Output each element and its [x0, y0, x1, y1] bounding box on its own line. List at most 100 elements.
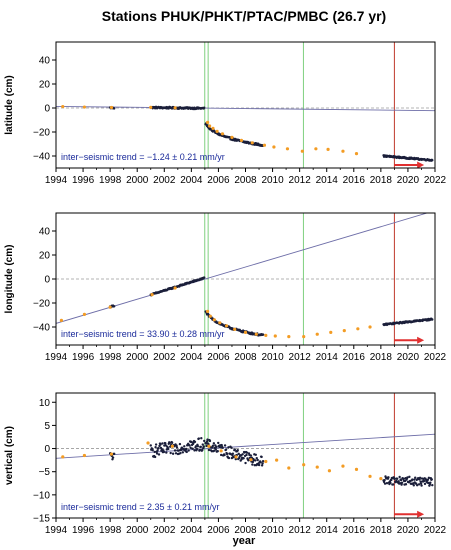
longitude-campaign-point	[173, 286, 177, 290]
vertical-campaign-point	[109, 452, 114, 456]
longitude-x-tick-label: 2010	[261, 352, 284, 363]
latitude-campaign-point	[211, 126, 215, 130]
vertical-y-axis-label: vertical (cm)	[4, 426, 15, 485]
latitude-x-tick-label: 2020	[397, 175, 420, 186]
vertical-cgps-point	[237, 452, 240, 456]
vertical-campaign-point	[327, 469, 332, 473]
vertical-cgps-point	[426, 478, 430, 481]
vertical-cgps-point	[244, 461, 247, 465]
vertical-cgps-point	[206, 438, 209, 441]
vertical-cgps-point	[204, 442, 208, 445]
vertical-forecast-arrow-head	[417, 510, 425, 518]
vertical-cgps-point	[257, 463, 261, 467]
latitude-x-tick-label: 2000	[126, 175, 149, 186]
vertical-cgps-point	[242, 457, 245, 460]
vertical-panel: 1994 1996 1998 2000 2002 2004 2006 2008 2010 2012…	[4, 392, 447, 536]
vertical-cgps-point	[396, 477, 399, 480]
vertical-cgps-point	[211, 444, 215, 448]
vertical-cgps-point	[185, 447, 188, 451]
latitude-campaign-point	[220, 132, 225, 136]
vertical-x-tick-label: 2008	[234, 525, 257, 536]
latitude-x-tick-label: 1994	[45, 175, 68, 186]
latitude-y-tick-label: 40	[39, 56, 51, 67]
vertical-cgps-point	[418, 476, 422, 479]
vertical-cgps-point	[162, 450, 166, 454]
vertical-cgps-point	[234, 457, 237, 461]
latitude-campaign-point	[272, 145, 276, 149]
vertical-cgps-point	[400, 483, 403, 486]
vertical-campaign-point	[207, 444, 211, 448]
longitude-x-tick-label: 2008	[234, 352, 257, 363]
longitude-campaign-point	[59, 318, 64, 322]
vertical-cgps-point	[202, 445, 205, 448]
vertical-cgps-point	[398, 475, 401, 479]
longitude-x-tick-label: 2012	[289, 352, 312, 363]
vertical-cgps-point	[183, 445, 186, 448]
latitude-panel: 1994 1996 1998 2000 2002 2004 2006 2008 2010 2012…	[4, 41, 447, 186]
latitude-campaign-point	[239, 138, 244, 142]
vertical-cgps-point	[157, 453, 161, 456]
vertical-campaign-point	[146, 441, 150, 445]
latitude-y-tick-label: −40	[33, 152, 50, 163]
vertical-cgps-point	[419, 482, 423, 485]
vertical-cgps-point	[171, 452, 175, 455]
vertical-cgps-point	[392, 483, 395, 486]
vertical-cgps-point	[179, 452, 182, 455]
latitude-campaign-point	[109, 105, 114, 110]
vertical-cgps-point	[225, 452, 229, 456]
vertical-cgps-point	[411, 478, 414, 481]
latitude-x-tick-label: 2012	[289, 175, 312, 186]
vertical-cgps-point	[247, 459, 250, 462]
longitude-x-tick-label: 2000	[126, 352, 149, 363]
vertical-cgps-point	[201, 443, 204, 446]
latitude-campaign-point	[250, 141, 254, 145]
vertical-cgps-point	[188, 444, 191, 447]
vertical-cgps-point	[423, 482, 427, 486]
vertical-campaign-point	[170, 444, 175, 448]
vertical-x-tick-label: 2006	[207, 525, 230, 536]
vertical-y-tick-label: −5	[39, 467, 51, 478]
vertical-cgps-point	[155, 452, 159, 455]
vertical-cgps-point	[227, 456, 231, 460]
vertical-campaign-point	[341, 464, 345, 468]
vertical-cgps-point	[232, 455, 236, 459]
vertical-x-tick-label: 2000	[126, 525, 149, 536]
vertical-cgps-point	[231, 452, 235, 455]
vertical-cgps-point	[165, 451, 168, 454]
longitude-campaign-point	[206, 309, 210, 313]
latitude-campaign-point	[314, 147, 318, 151]
vertical-x-tick-label: 1996	[72, 525, 95, 536]
vertical-cgps-point	[167, 447, 170, 451]
vertical-campaign-point	[354, 467, 359, 471]
vertical-cgps-point	[383, 478, 386, 482]
vertical-x-tick-label: 2010	[261, 525, 284, 536]
longitude-campaign-point	[233, 327, 237, 331]
longitude-campaign-point	[302, 335, 306, 339]
vertical-x-tick-label: 2012	[289, 525, 312, 536]
vertical-cgps-point	[113, 452, 116, 456]
vertical-cgps-point	[223, 453, 226, 457]
vertical-cgps-point	[168, 441, 171, 445]
vertical-cgps-point	[412, 484, 415, 487]
longitude-y-tick-label: 40	[39, 227, 51, 238]
vertical-cgps-point	[154, 446, 157, 449]
vertical-cgps-point	[187, 449, 190, 452]
latitude-x-tick-label: 2022	[424, 175, 447, 186]
vertical-cgps-point	[216, 449, 219, 453]
latitude-campaign-point	[230, 135, 234, 139]
latitude-campaign-point	[262, 143, 267, 147]
vertical-x-tick-label: 2018	[370, 525, 393, 536]
vertical-cgps-point	[154, 443, 158, 446]
latitude-y-axis-label: latitude (cm)	[4, 75, 15, 134]
vertical-cgps-point	[389, 481, 392, 485]
latitude-x-tick-label: 2004	[180, 175, 203, 186]
vertical-y-tick-label: −15	[33, 514, 50, 525]
vertical-cgps-point	[251, 460, 255, 464]
vertical-cgps-point	[224, 448, 228, 451]
vertical-cgps-point	[260, 455, 263, 459]
longitude-campaign-point	[82, 312, 87, 316]
vertical-campaign-point	[368, 474, 372, 478]
vertical-cgps-point	[406, 476, 409, 479]
vertical-cgps-point	[199, 445, 203, 449]
vertical-campaign-point	[275, 458, 279, 462]
